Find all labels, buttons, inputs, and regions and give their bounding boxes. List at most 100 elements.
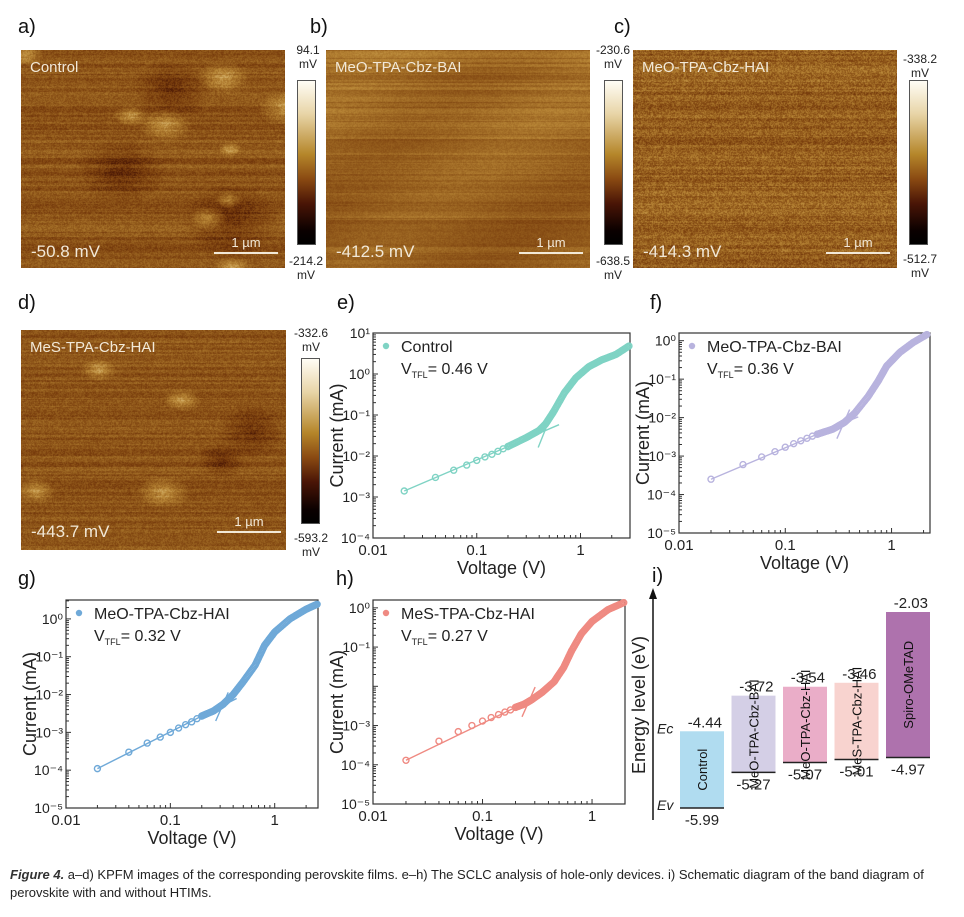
- y-tick-label: 10⁻⁴: [341, 757, 370, 773]
- y-tick-label: 10⁻⁵: [341, 796, 370, 812]
- y-tick-label: 10⁻⁵: [647, 525, 676, 541]
- data-point: [143, 739, 151, 747]
- data-point: [481, 453, 489, 461]
- kpfm-texture: [21, 330, 286, 550]
- vtfl-label: VTFL= 0.46 V: [401, 361, 488, 380]
- data-point: [620, 599, 628, 607]
- valence-level-label: -5.27: [736, 776, 770, 793]
- kpfm-texture: [326, 50, 590, 268]
- band-bar: [783, 686, 827, 763]
- data-point: [789, 439, 798, 448]
- kpfm-image-meo-bai: MeO-TPA-Cbz-BAI -412.5 mV 1 µm: [326, 50, 590, 268]
- x-tick-label: 1: [576, 542, 584, 559]
- valence-level-label: -5.01: [839, 763, 873, 780]
- x-axis-label: Voltage (V): [760, 553, 849, 573]
- colorbar: [604, 80, 623, 245]
- x-tick-label: 1: [588, 808, 596, 825]
- band-bar-label: MeS-TPA-Cbz-HAI: [850, 667, 865, 776]
- conduction-level-label: -4.44: [688, 714, 722, 731]
- data-point: [707, 475, 715, 483]
- data-point: [468, 721, 476, 730]
- data-point: [771, 447, 779, 456]
- data-point: [174, 724, 183, 732]
- y-tick-label: 10⁰: [655, 333, 677, 349]
- kpfm-image-mes-hai: MeS-TPA-Cbz-HAI -443.7 mV 1 µm: [21, 330, 286, 550]
- panel-label-a: a): [18, 16, 36, 38]
- caption-text: a–d) KPFM images of the corresponding pe…: [10, 867, 924, 900]
- scale-bar-label: 1 µm: [231, 235, 261, 250]
- data-point: [473, 456, 481, 465]
- panel-label-g: g): [18, 568, 36, 590]
- data-point: [125, 748, 133, 756]
- figure-caption: Figure 4. a–d) KPFM images of the corres…: [10, 866, 954, 902]
- x-axis-label: Voltage (V): [454, 824, 543, 844]
- vtfl-label: VTFL= 0.27 V: [401, 628, 488, 647]
- data-point: [156, 733, 164, 741]
- data-point: [487, 713, 495, 722]
- sample-label: MeS-TPA-Cbz-HAI: [30, 339, 156, 356]
- legend-marker: [382, 342, 390, 350]
- data-point: [454, 727, 462, 736]
- y-tick-label: 10⁻¹: [35, 649, 63, 665]
- scale-bar: 1 µm: [214, 235, 278, 254]
- data-point: [402, 756, 410, 764]
- y-tick-label: 10⁰: [349, 600, 371, 616]
- x-tick-label: 0.01: [358, 542, 387, 559]
- valence-level-label: -5.99: [685, 812, 719, 829]
- kpfm-image-control: Control -50.8 mV 1 µm: [21, 50, 285, 268]
- colorbar-min: -593.2 mV: [293, 531, 329, 559]
- colorbar-max: 94.1 mV: [296, 43, 320, 71]
- conduction-level-label: -3.54: [791, 670, 825, 687]
- legend-label: MeO-TPA-Cbz-BAI: [707, 339, 842, 356]
- colorbar-min: -638.5 mV: [595, 254, 631, 282]
- band-bar: [886, 612, 930, 758]
- data-point: [781, 443, 789, 451]
- mean-potential: -50.8 mV: [31, 242, 100, 261]
- y-tick-label: 10⁻¹: [342, 407, 370, 423]
- sample-label: MeO-TPA-Cbz-HAI: [642, 59, 770, 76]
- kpfm-texture: [633, 50, 897, 268]
- y-tick-label: 10⁻³: [35, 724, 63, 740]
- x-axis-label: Voltage (V): [457, 558, 546, 578]
- legend-label: MeS-TPA-Cbz-HAI: [401, 606, 535, 623]
- y-tick-label: 10⁻²: [35, 687, 63, 703]
- valence-level-label: -5.07: [788, 766, 822, 783]
- panel-label-c: c): [614, 16, 631, 38]
- legend-marker: [382, 609, 390, 617]
- colorbar: [297, 80, 316, 245]
- y-tick-label: 10⁻¹: [342, 639, 370, 655]
- data-point: [488, 450, 496, 459]
- band-bar: [680, 731, 724, 808]
- y-axis-label: Energy level (eV): [629, 636, 649, 774]
- panel-label-h: h): [336, 568, 354, 590]
- scale-bar: 1 µm: [519, 235, 583, 254]
- data-point: [187, 718, 196, 726]
- panel-label-d: d): [18, 292, 36, 314]
- scale-bar: 1 µm: [217, 514, 281, 533]
- y-tick-label: 10⁰: [42, 611, 64, 627]
- scale-bar-label: 1 µm: [536, 235, 566, 250]
- x-tick-label: 0.1: [472, 808, 493, 825]
- vtfl-label: VTFL= 0.36 V: [707, 361, 794, 380]
- data-point: [431, 473, 440, 482]
- data-point: [435, 737, 443, 745]
- panel-label-e: e): [337, 292, 355, 314]
- x-tick-label: 0.1: [466, 542, 487, 559]
- band-bar-label: Control: [695, 749, 710, 791]
- mean-potential: -414.3 mV: [643, 242, 722, 261]
- data-point: [166, 728, 175, 737]
- valence-level-label: -4.97: [891, 762, 925, 779]
- plot-frame: [372, 332, 631, 539]
- colorbar-max: -332.6 mV: [293, 326, 329, 354]
- y-tick-label: 10⁻⁵: [34, 800, 63, 816]
- data-point: [478, 717, 487, 725]
- y-tick-label: 10⁻³: [342, 718, 370, 734]
- x-tick-label: 0.1: [775, 537, 796, 554]
- band-bar-label: MeO-TPA-Cbz-HAI: [798, 669, 813, 779]
- data-point: [450, 466, 458, 474]
- x-tick-label: 1: [271, 812, 279, 829]
- panel-label-i: i): [652, 565, 664, 587]
